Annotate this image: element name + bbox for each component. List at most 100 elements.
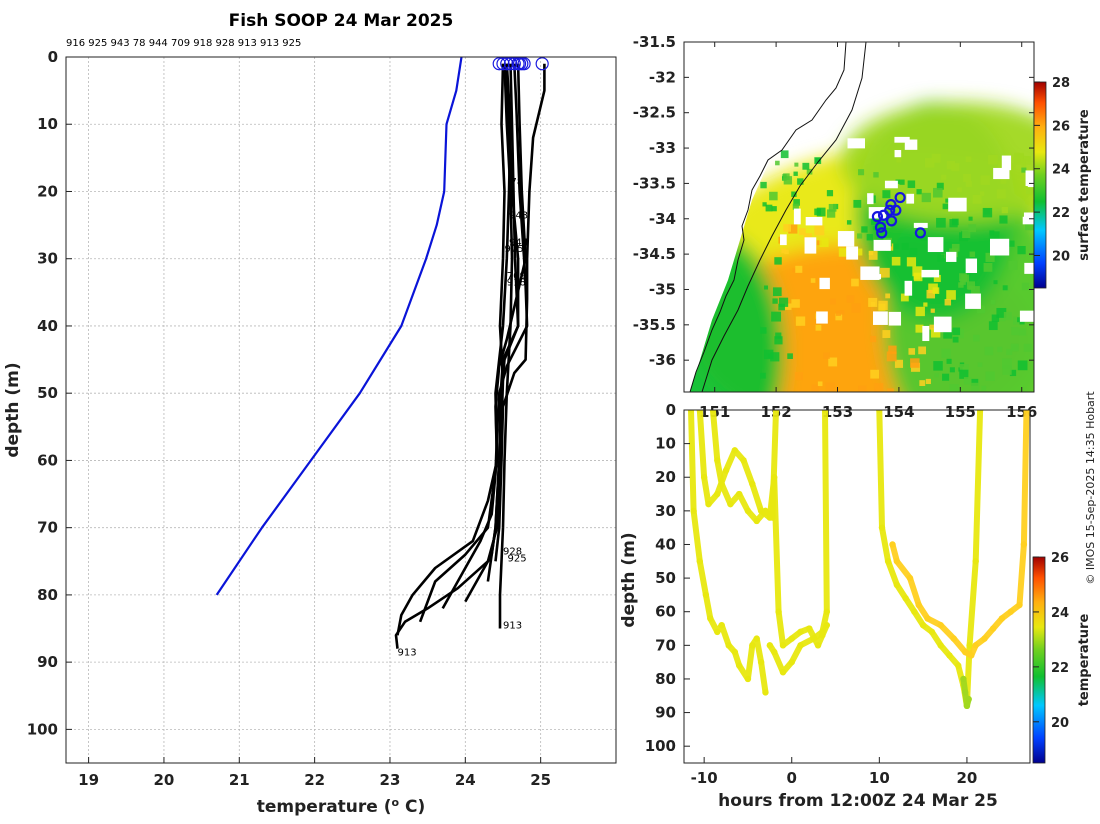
profile-line-climatology xyxy=(215,57,463,596)
sst-pixel xyxy=(846,220,852,225)
sst-pixel xyxy=(783,173,790,180)
x-tick-label: 19 xyxy=(78,771,99,789)
profile-label: 78 xyxy=(511,177,524,188)
sst-pixel xyxy=(825,382,835,392)
sst-pixel xyxy=(985,371,995,381)
surface-marker xyxy=(503,57,518,71)
cloud-gap xyxy=(1001,155,1012,171)
depth-sample xyxy=(700,474,708,481)
sst-pixel xyxy=(1032,199,1034,208)
depth-track xyxy=(889,410,1030,659)
depth-sample xyxy=(766,642,774,649)
cloud-gap xyxy=(894,136,910,143)
sst-pixel xyxy=(814,225,825,236)
sst-pixel xyxy=(792,268,797,273)
sst-pixel xyxy=(858,385,867,392)
cloud-gap xyxy=(873,239,891,251)
map-panel: -31.5 -32 -32.5 -33 -33.5 -34 -34.5 -35 -35.5 -36… xyxy=(633,33,1092,421)
depth-sample xyxy=(714,457,721,464)
depth-tick-label: 40 xyxy=(655,535,676,553)
map-colorbar-ticks: 20 22 24 26 28 xyxy=(1034,76,1070,264)
map-field xyxy=(684,42,1034,392)
sst-pixel xyxy=(971,286,980,295)
sst-pixel xyxy=(826,209,836,218)
sst-pixel xyxy=(816,207,826,217)
profile-label: 944 xyxy=(509,237,528,248)
sst-pixel xyxy=(971,378,979,386)
sst-pixel xyxy=(908,348,916,355)
sst-pixel xyxy=(1020,159,1026,165)
depth-tick-label: 0 xyxy=(666,401,676,419)
depth-sample xyxy=(687,410,695,414)
chart-title: Fish SOOP 24 Mar 2025 xyxy=(229,11,454,31)
depth-sample xyxy=(753,517,760,525)
sst-pixel xyxy=(951,163,960,172)
profile-line-78 xyxy=(498,63,514,629)
sst-pixel xyxy=(936,182,944,190)
profile-label: 709 xyxy=(507,271,526,282)
depth-sample xyxy=(744,507,752,515)
sst-pixel xyxy=(880,267,890,278)
sst-pixel xyxy=(941,174,947,180)
sst-pixel xyxy=(963,173,972,182)
depth-sample xyxy=(788,635,795,642)
cloud-gap xyxy=(884,180,898,189)
sst-pixel xyxy=(846,295,855,303)
sst-pixel xyxy=(868,297,878,307)
cloud-gap xyxy=(873,311,888,325)
sst-pixel xyxy=(871,218,878,225)
sst-pixel xyxy=(774,336,783,345)
sst-pixel xyxy=(778,303,785,311)
sst-pixel xyxy=(839,310,845,315)
y-tick-label: 0 xyxy=(48,48,58,66)
depth-sample xyxy=(779,669,787,676)
depth-sample xyxy=(937,642,944,649)
sst-pixel xyxy=(802,162,810,170)
depth-sample xyxy=(950,635,957,642)
sst-pixel xyxy=(933,361,943,371)
sst-pixel xyxy=(760,372,766,379)
depth-sample xyxy=(810,635,817,642)
cloud-gap xyxy=(965,293,981,309)
cloud-gap xyxy=(906,193,915,204)
station-marker xyxy=(871,211,884,223)
sst-pixel xyxy=(965,180,972,187)
sst-pixel xyxy=(930,308,935,313)
sst-pixel xyxy=(980,175,990,185)
sst-pixel xyxy=(949,367,955,373)
timeseries-x-axis-label: hours from 12:00Z 24 Mar 25 xyxy=(718,791,998,811)
profile-line-709 xyxy=(494,63,546,562)
sst-pixel xyxy=(772,287,782,297)
sst-pixel xyxy=(944,299,952,306)
sst-pixel xyxy=(899,179,905,185)
sst-pixel xyxy=(793,199,800,206)
y-tick-label: 20 xyxy=(37,182,58,200)
time-tick-label: 10 xyxy=(869,769,890,787)
depth-sample xyxy=(714,490,721,498)
sst-pixel xyxy=(926,289,936,299)
sst-speckle xyxy=(760,136,1034,392)
sst-pixel xyxy=(828,357,838,367)
cloud-gap xyxy=(965,258,978,273)
sst-pixel xyxy=(915,306,925,317)
sst-pixel xyxy=(933,274,941,282)
map-x-tick-label: 155 xyxy=(945,403,976,421)
depth-sample xyxy=(762,507,769,515)
sst-pixel xyxy=(885,293,891,299)
map-y-tick-label: -35.5 xyxy=(633,316,676,334)
depth-tick-label: 100 xyxy=(645,737,676,755)
depth-sample xyxy=(966,642,973,649)
sst-pixel xyxy=(1021,167,1027,173)
sst-pixel xyxy=(915,324,924,333)
sst-pixel xyxy=(816,240,822,246)
sst-pixel xyxy=(983,262,993,272)
map-x-tick-label: 156 xyxy=(1006,403,1037,421)
cloud-gap xyxy=(847,138,865,149)
cloud-gap xyxy=(894,150,902,158)
sst-pixel xyxy=(1032,252,1034,261)
colorbar-tick-label: 26 xyxy=(1052,119,1070,134)
depth-tick-label: 20 xyxy=(655,468,676,486)
sst-pixel xyxy=(877,221,888,231)
